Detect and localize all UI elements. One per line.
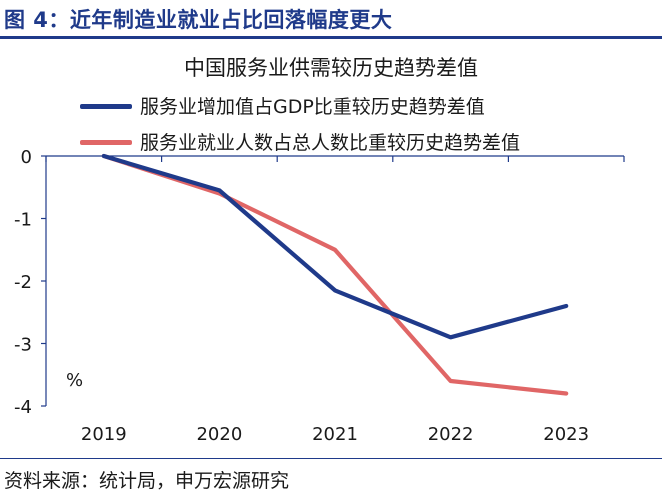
series-line-employment [101, 153, 569, 396]
y-tick-label: -1 [14, 210, 32, 231]
axes: 0 -1 -2 -3 -4 2019 2020 2021 2022 2023 [14, 147, 625, 445]
y-tick-label: -4 [14, 397, 32, 418]
legend-swatch-gdp [80, 104, 132, 109]
figure-header: 图 4：近年制造业就业占比回落幅度更大 [0, 0, 662, 40]
figure-title: 图 4：近年制造业就业占比回落幅度更大 [4, 8, 393, 32]
x-tick-label: 2020 [196, 424, 242, 445]
y-unit-label: % [66, 370, 83, 391]
y-tick-label: -2 [14, 272, 32, 293]
series-line-gdp [101, 153, 569, 340]
x-tick-label: 2023 [543, 424, 589, 445]
legend-swatch-employment [80, 140, 132, 145]
header-rule [0, 36, 662, 39]
legend-label-gdp: 服务业增加值占GDP比重较历史趋势差值 [140, 96, 485, 118]
y-tick-label: 0 [21, 147, 32, 168]
x-tick-label: 2022 [428, 424, 474, 445]
chart-title: 中国服务业供需较历史趋势差值 [184, 56, 478, 80]
series-layer [101, 153, 569, 396]
y-tick-label: -3 [14, 335, 32, 356]
source-note: 资料来源：统计局，申万宏源研究 [4, 470, 290, 492]
legend-label-employment: 服务业就业人数占总人数比重较历史趋势差值 [140, 132, 521, 154]
x-tick-label: 2021 [312, 424, 358, 445]
x-tick-label: 2019 [81, 424, 127, 445]
source-rule [0, 458, 662, 459]
